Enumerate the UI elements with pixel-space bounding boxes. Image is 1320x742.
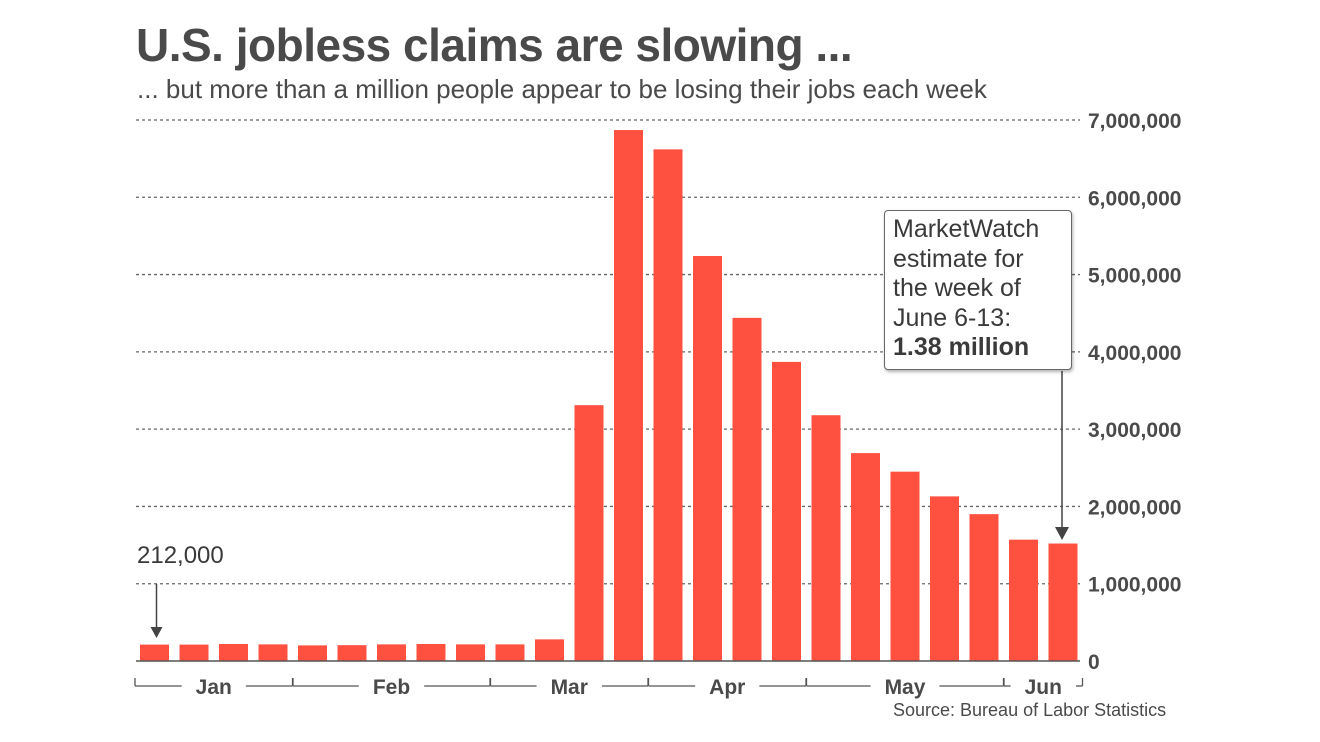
month-label: Jan [196, 676, 232, 699]
month-label: Feb [373, 676, 410, 699]
chart-title: U.S. jobless claims are slowing ... [136, 19, 853, 71]
bar [851, 453, 880, 661]
first-week-arrow-head [150, 627, 163, 638]
bar [969, 514, 999, 661]
bar [337, 645, 367, 661]
bar [653, 149, 683, 661]
bar [179, 644, 209, 661]
y-tick-label: 1,000,000 [1088, 574, 1181, 597]
bar [258, 644, 288, 661]
bar [614, 130, 643, 662]
first-week-label: 212,000 [137, 542, 224, 569]
source-note: Source: Bureau of Labor Statistics [893, 700, 1167, 720]
callout-estimate-value: 1.38 million [893, 333, 1030, 361]
bar [890, 471, 920, 661]
chart-subtitle: ... but more than a million people appea… [137, 74, 987, 104]
bar [732, 317, 762, 661]
callout-line: estimate for [893, 244, 1024, 273]
y-tick-label: 5,000,000 [1088, 265, 1181, 288]
bar [811, 415, 841, 661]
bar [930, 496, 959, 661]
month-label: May [885, 676, 926, 699]
bar [219, 643, 248, 661]
bar [1009, 539, 1038, 661]
y-tick-label: 3,000,000 [1088, 419, 1181, 442]
bar [377, 644, 406, 661]
callout-line: the week of [893, 274, 1021, 302]
callout-line: MarketWatch [893, 215, 1040, 243]
y-tick-label: 4,000,000 [1088, 342, 1181, 365]
month-label: Jun [1025, 676, 1062, 699]
bar [772, 361, 801, 661]
bar [140, 644, 169, 661]
bar [456, 644, 485, 661]
estimate-callout: MarketWatch estimate for the week of Jun… [884, 210, 1072, 370]
y-tick-label: 2,000,000 [1088, 496, 1181, 519]
y-tick-label: 6,000,000 [1088, 187, 1181, 210]
bar [574, 405, 604, 661]
bar [693, 256, 722, 661]
callout-line: June 6-13: [893, 303, 1012, 332]
bar [416, 643, 446, 661]
bar [1048, 543, 1078, 661]
bar [535, 639, 564, 661]
y-tick-label: 7,000,000 [1088, 110, 1181, 133]
bar [495, 644, 525, 661]
month-label: Mar [551, 676, 588, 699]
bar [298, 645, 327, 661]
y-tick-label: 0 [1088, 651, 1100, 674]
month-label: Apr [709, 676, 745, 699]
callout-arrow-head [1055, 527, 1069, 540]
